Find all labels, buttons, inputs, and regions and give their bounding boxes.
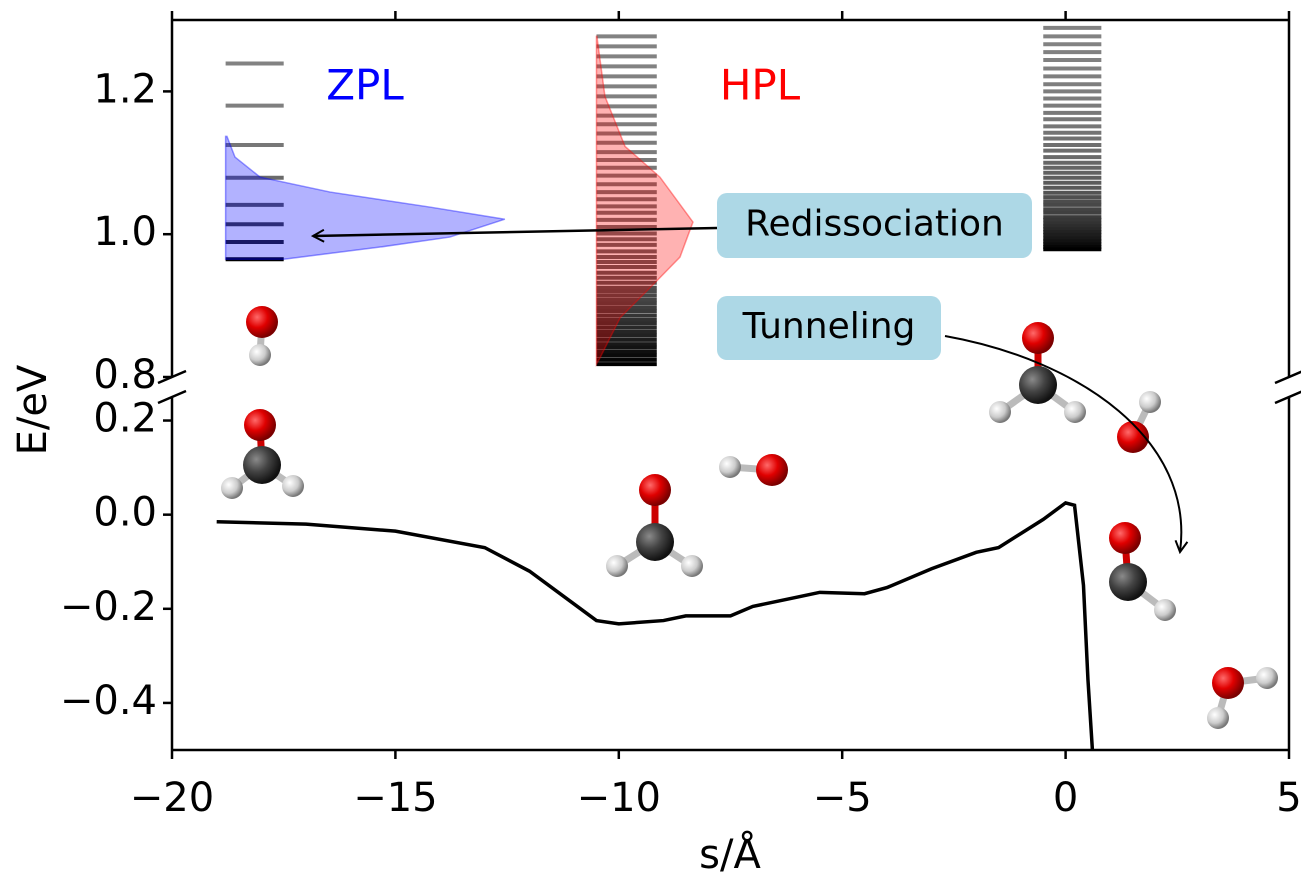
atom <box>1207 707 1229 729</box>
atom <box>1212 667 1244 699</box>
molecules <box>221 306 1278 729</box>
x-tick-label: −20 <box>130 775 214 821</box>
annotation-text: Redissociation <box>745 204 1004 245</box>
x-tick-label: −15 <box>353 775 437 821</box>
atom <box>249 344 271 366</box>
y-tick-label: 0.8 <box>93 352 157 398</box>
atom <box>1139 391 1161 413</box>
stack-label: HPL <box>720 61 801 110</box>
atom <box>989 401 1011 423</box>
y-tick-label: −0.2 <box>60 584 157 630</box>
atom <box>221 477 243 499</box>
atom <box>1109 522 1141 554</box>
chart: E/eV s/Å ZPL HPL Redissociation Tunneling −2… <box>0 0 1301 882</box>
y-tick-label: 0.0 <box>93 490 157 536</box>
x-axis-label: s/Å <box>699 830 761 878</box>
atom <box>1022 322 1054 354</box>
x-tick-label: 0 <box>1053 775 1078 821</box>
atom <box>1256 667 1278 689</box>
y-axis-label: E/eV <box>10 364 56 455</box>
atom <box>1019 366 1057 404</box>
annotation-text: Tunneling <box>742 306 916 347</box>
x-tick-label: 5 <box>1276 775 1301 821</box>
atom <box>244 409 276 441</box>
atom <box>756 454 788 486</box>
x-tick-label: −5 <box>813 775 872 821</box>
atom <box>246 306 278 338</box>
atom <box>606 555 628 577</box>
atom <box>1109 563 1147 601</box>
atom <box>243 446 281 484</box>
stack-label: ZPL <box>326 61 404 110</box>
y-tick-label: −0.4 <box>60 678 157 724</box>
y-tick-label: 1.2 <box>93 66 157 112</box>
atom <box>282 475 304 497</box>
atom <box>1064 401 1086 423</box>
population-band <box>226 136 505 259</box>
x-tick-label: −10 <box>577 775 661 821</box>
atom <box>681 555 703 577</box>
atom <box>719 456 741 478</box>
atom <box>636 523 674 561</box>
y-tick-label: 0.2 <box>93 396 157 442</box>
atom <box>639 474 671 506</box>
y-tick-label: 1.0 <box>93 209 157 255</box>
atom <box>1154 599 1176 621</box>
